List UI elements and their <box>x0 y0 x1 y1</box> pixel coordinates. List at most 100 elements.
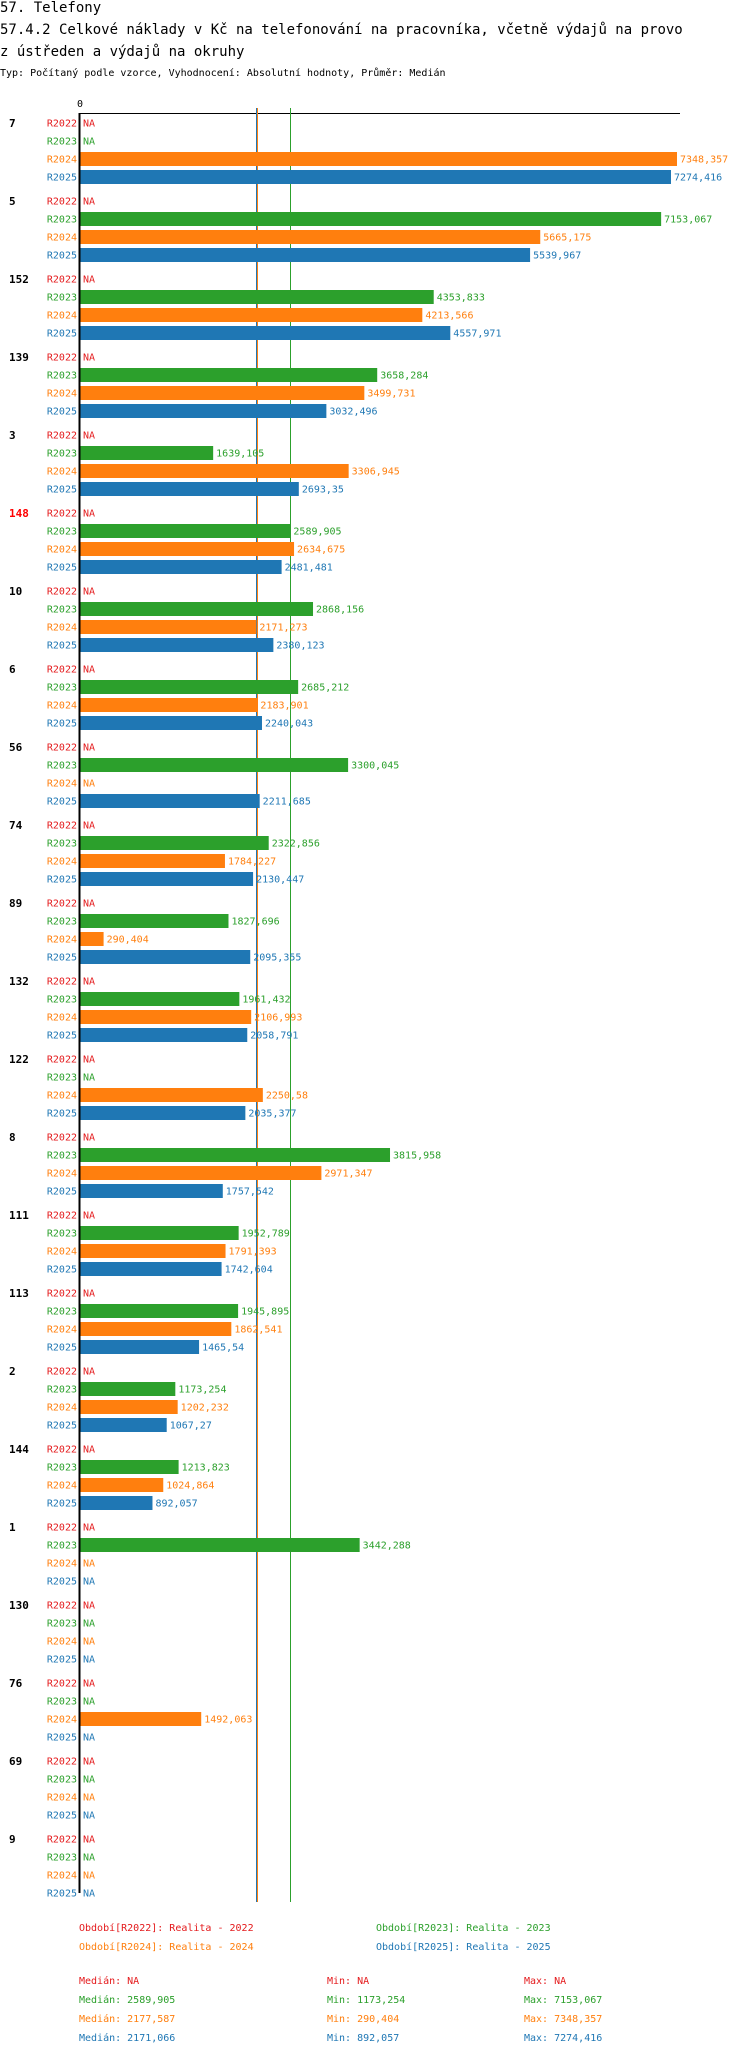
series-label: R2022 <box>47 1757 77 1768</box>
series-label: R2023 <box>47 371 77 382</box>
category-label: 2 <box>9 1365 16 1378</box>
series-label: R2024 <box>47 1169 77 1180</box>
series-label: R2022 <box>47 1367 77 1378</box>
bar <box>80 620 257 634</box>
series-label: R2024 <box>47 935 77 946</box>
bar <box>80 1010 252 1024</box>
data-label: 7274,416 <box>674 173 722 184</box>
bar <box>80 1106 246 1120</box>
series-label: R2024 <box>47 1715 77 1726</box>
series-label: R2022 <box>47 821 77 832</box>
series-label: R2023 <box>47 605 77 616</box>
series-label: R2025 <box>47 1889 77 1900</box>
bar <box>80 308 423 322</box>
series-label: R2022 <box>47 1055 77 1066</box>
na-label: NA <box>83 509 95 520</box>
series-label: R2022 <box>47 1289 77 1300</box>
category-label: 113 <box>9 1287 29 1300</box>
x-tick-label-zero: 0 <box>77 99 83 110</box>
data-label: 2380,123 <box>276 641 324 652</box>
series-label: R2024 <box>47 545 77 556</box>
series-label: R2023 <box>47 449 77 460</box>
data-label: 2240,043 <box>265 719 313 730</box>
na-label: NA <box>83 119 95 130</box>
series-label: R2023 <box>47 917 77 928</box>
bar <box>80 170 671 184</box>
median-r2022: Medián: NA <box>79 1976 140 1987</box>
bar <box>80 1148 391 1162</box>
bar <box>80 914 229 928</box>
category-label: 139 <box>9 351 29 364</box>
bar <box>80 680 299 694</box>
na-label: NA <box>83 1523 95 1534</box>
na-label: NA <box>83 1211 95 1222</box>
series-label: R2024 <box>47 155 77 166</box>
series-label: R2025 <box>47 953 77 964</box>
bar <box>80 404 327 418</box>
data-label: 1757,542 <box>226 1187 274 1198</box>
na-label: NA <box>83 1889 95 1900</box>
category-label: 76 <box>9 1677 23 1690</box>
bar <box>80 446 214 460</box>
category-label: 130 <box>9 1599 29 1612</box>
bar <box>80 1496 153 1510</box>
data-label: 5665,175 <box>543 233 591 244</box>
chart-title-line1: 57.4.2 Celkové náklady v Kč na telefonov… <box>0 22 683 38</box>
series-label: R2023 <box>47 761 77 772</box>
na-label: NA <box>83 1637 95 1648</box>
na-label: NA <box>83 1871 95 1882</box>
bar <box>80 1304 239 1318</box>
na-label: NA <box>83 1619 95 1630</box>
series-label: R2025 <box>47 797 77 808</box>
series-label: R2023 <box>47 1073 77 1084</box>
category-label: 8 <box>9 1131 16 1144</box>
max-r2022: Max: NA <box>524 1976 567 1987</box>
series-label: R2022 <box>47 899 77 910</box>
data-label: 7153,067 <box>664 215 712 226</box>
series-label: R2023 <box>47 1463 77 1474</box>
category-label: 111 <box>9 1209 29 1222</box>
bar <box>80 1538 360 1552</box>
category-label: 9 <box>9 1833 16 1846</box>
median-r2023: Medián: 2589,905 <box>79 1995 176 2006</box>
bar <box>80 368 378 382</box>
series-label: R2025 <box>47 1109 77 1120</box>
bar <box>80 230 541 244</box>
na-label: NA <box>83 1679 95 1690</box>
category-label: 5 <box>9 195 16 208</box>
series-label: R2022 <box>47 587 77 598</box>
na-label: NA <box>83 977 95 988</box>
na-label: NA <box>83 1559 95 1570</box>
bar <box>80 716 262 730</box>
series-label: R2022 <box>47 977 77 988</box>
na-label: NA <box>83 275 95 286</box>
series-label: R2022 <box>47 353 77 364</box>
data-label: 4213,566 <box>425 311 473 322</box>
data-label: 1791,393 <box>229 1247 277 1258</box>
data-label: 2171,273 <box>259 623 307 634</box>
bar <box>80 248 531 262</box>
series-label: R2023 <box>47 1697 77 1708</box>
data-label: 1827,696 <box>231 917 279 928</box>
bar <box>80 992 240 1006</box>
category-label: 122 <box>9 1053 29 1066</box>
series-label: R2025 <box>47 251 77 262</box>
bar <box>80 602 314 616</box>
series-label: R2024 <box>47 857 77 868</box>
data-label: 3032,496 <box>329 407 377 418</box>
na-label: NA <box>83 353 95 364</box>
data-label: 1024,864 <box>166 1481 214 1492</box>
min-r2024: Min: 290,404 <box>327 2014 400 2025</box>
na-label: NA <box>83 1811 95 1822</box>
na-label: NA <box>83 431 95 442</box>
na-label: NA <box>83 1793 95 1804</box>
series-label: R2023 <box>47 1775 77 1786</box>
bar <box>80 152 677 166</box>
na-label: NA <box>83 1577 95 1588</box>
data-label: 2095,355 <box>253 953 301 964</box>
series-label: R2023 <box>47 1385 77 1396</box>
series-label: R2025 <box>47 1265 77 1276</box>
bar <box>80 1184 223 1198</box>
na-label: NA <box>83 1289 95 1300</box>
legend-r2022: Období[R2022]: Realita - 2022 <box>79 1923 254 1934</box>
